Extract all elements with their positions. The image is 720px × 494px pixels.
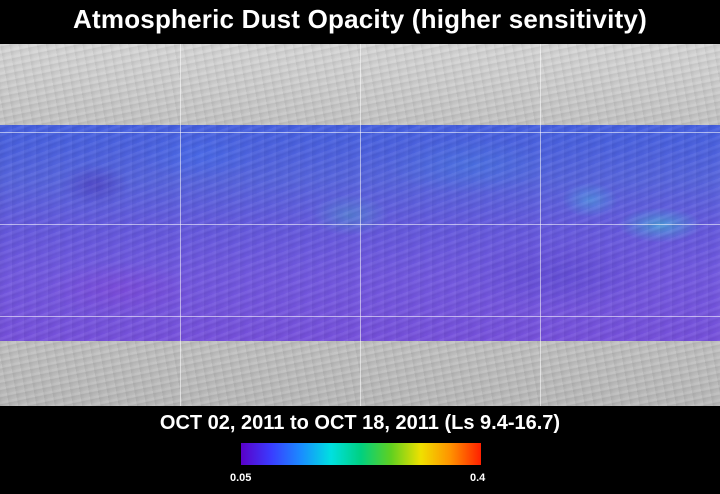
longitude-gridline [540,44,541,406]
colorbar-max-label: 0.4 [470,472,486,484]
mars-map [0,44,720,406]
longitude-gridline [180,44,181,406]
opacity-colorbar [241,443,481,465]
date-range: OCT 02, 2011 to OCT 18, 2011 (Ls 9.4-16.… [159,412,561,434]
longitude-gridline [360,44,361,406]
map-title: Atmospheric Dust Opacity (higher sensiti… [73,4,647,34]
colorbar-min-label: 0.05 [230,472,252,484]
